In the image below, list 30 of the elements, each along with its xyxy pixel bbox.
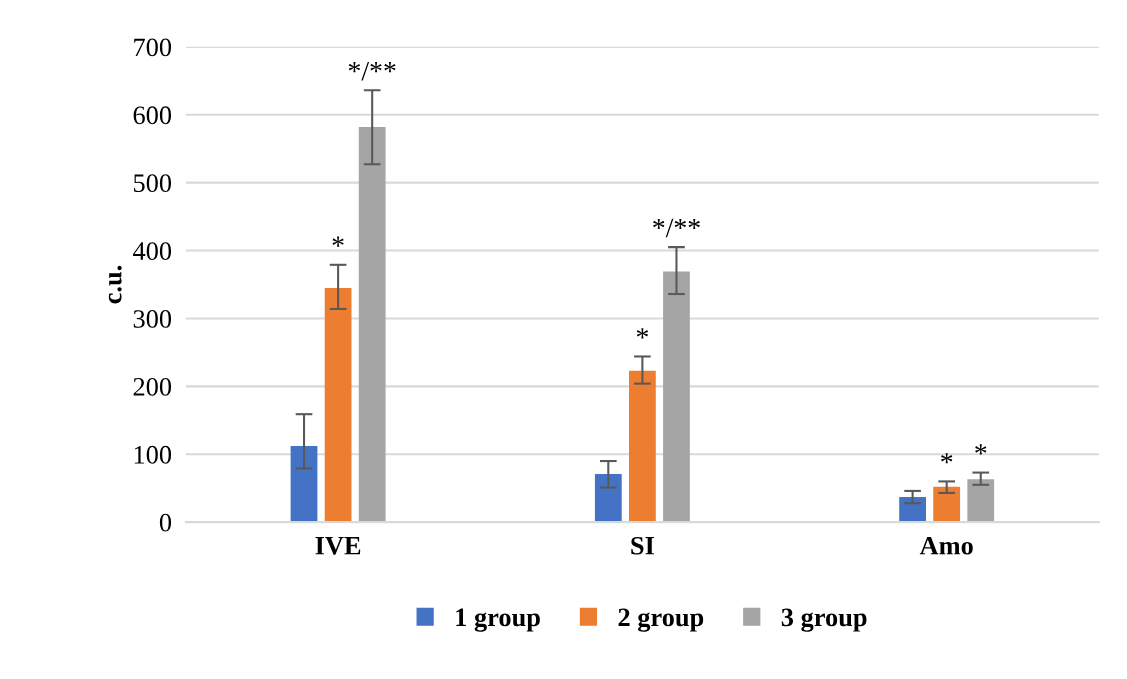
y-tick-label: 500 bbox=[134, 174, 172, 193]
data-label: * bbox=[636, 328, 649, 339]
bar bbox=[290, 446, 318, 523]
y-tick-label: 600 bbox=[133, 106, 172, 125]
y-tick-label: 0 bbox=[159, 513, 172, 532]
legend-label: 1 group bbox=[456, 608, 540, 632]
y-axis-title: c.u. bbox=[108, 265, 122, 304]
data-label: * bbox=[332, 236, 344, 247]
legend-label: 3 group bbox=[781, 608, 867, 632]
y-tick-label: 400 bbox=[133, 242, 172, 260]
y-tick-label: 100 bbox=[134, 445, 172, 464]
bar bbox=[629, 370, 656, 523]
x-tick-label: Amo bbox=[919, 536, 973, 555]
bar bbox=[594, 473, 622, 523]
data-label: * bbox=[975, 444, 987, 455]
x-tick-label: SI bbox=[631, 536, 654, 555]
x-tick-label: IVE bbox=[315, 537, 361, 555]
bar bbox=[324, 287, 352, 523]
bar bbox=[967, 479, 995, 523]
bar bbox=[933, 486, 961, 523]
bar bbox=[663, 271, 690, 523]
y-tick-label: 300 bbox=[133, 310, 172, 328]
bar bbox=[899, 497, 926, 523]
y-tick-label: 200 bbox=[133, 377, 172, 396]
data-label: * bbox=[941, 453, 953, 464]
data-label: */** bbox=[348, 61, 396, 81]
y-tick-label: 700 bbox=[134, 38, 172, 57]
bar bbox=[358, 126, 386, 523]
legend-label: 2 group bbox=[618, 608, 704, 632]
data-label: */** bbox=[653, 218, 700, 238]
